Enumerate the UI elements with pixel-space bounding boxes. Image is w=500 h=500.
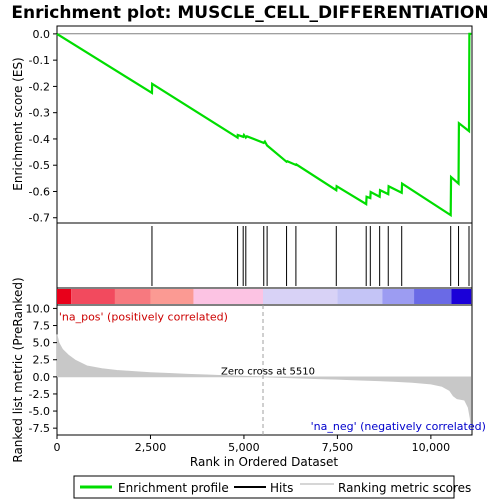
zero-cross-label: Zero cross at 5510 <box>221 366 315 377</box>
colorbar-segment <box>57 289 71 304</box>
colorbar-segment <box>71 289 115 304</box>
es-ytick-label: -0.6 <box>29 185 50 198</box>
xtick-label: 7,500 <box>322 441 354 454</box>
es-ytick-label: -0.4 <box>29 133 50 146</box>
metric-ytick-label: -2.5 <box>29 388 50 401</box>
colorbar-segment <box>193 289 263 304</box>
colorbar-segment <box>337 289 382 304</box>
metric-ytick-label: -7.5 <box>29 422 50 435</box>
metric-ytick-label: 0.0 <box>33 371 51 384</box>
xtick-label: 2,500 <box>135 441 167 454</box>
metric-ytick-label: 5.0 <box>33 337 51 350</box>
legend-label-metric: Ranking metric scores <box>338 481 471 495</box>
xlabel: Rank in Ordered Dataset <box>190 455 338 469</box>
xtick-label: 10,000 <box>412 441 451 454</box>
xtick-label: 5,000 <box>228 441 260 454</box>
neg-correlated-label: 'na_neg' (negatively correlated) <box>311 420 486 433</box>
es-ytick-label: -0.2 <box>29 80 50 93</box>
hits-panel <box>57 223 472 288</box>
legend-label-enrichment: Enrichment profile <box>118 481 229 495</box>
metric-ytick-label: 7.5 <box>33 320 51 333</box>
es-ytick-label: -0.3 <box>29 107 50 120</box>
es-ytick-label: -0.1 <box>29 54 50 67</box>
es-ytick-label: 0.0 <box>33 28 51 41</box>
legend-label-hits: Hits <box>270 481 293 495</box>
colorbar-segment <box>115 289 151 304</box>
colorbar-segment <box>263 289 337 304</box>
colorbar-segment <box>150 289 193 304</box>
es-ytick-label: -0.5 <box>29 159 50 172</box>
chart-title: Enrichment plot: MUSCLE_CELL_DIFFERENTIA… <box>11 3 488 23</box>
pos-correlated-label: 'na_pos' (positively correlated) <box>59 311 228 324</box>
metric-ytick-label: 10.0 <box>26 302 51 315</box>
es-panel <box>57 26 472 223</box>
legend: Enrichment profile Hits Ranking metric s… <box>74 476 471 498</box>
metric-ytick-label: 2.5 <box>33 354 51 367</box>
colorbar-segment <box>414 289 451 304</box>
colorbar-segment <box>382 289 414 304</box>
metric-ylabel: Ranked list metric (PreRanked) <box>11 277 25 462</box>
xtick-label: 0 <box>54 441 61 454</box>
es-ylabel: Enrichment score (ES) <box>11 57 25 190</box>
es-ytick-label: -0.7 <box>29 212 50 225</box>
metric-ytick-label: -5.0 <box>29 405 50 418</box>
colorbar-segment <box>451 289 471 304</box>
